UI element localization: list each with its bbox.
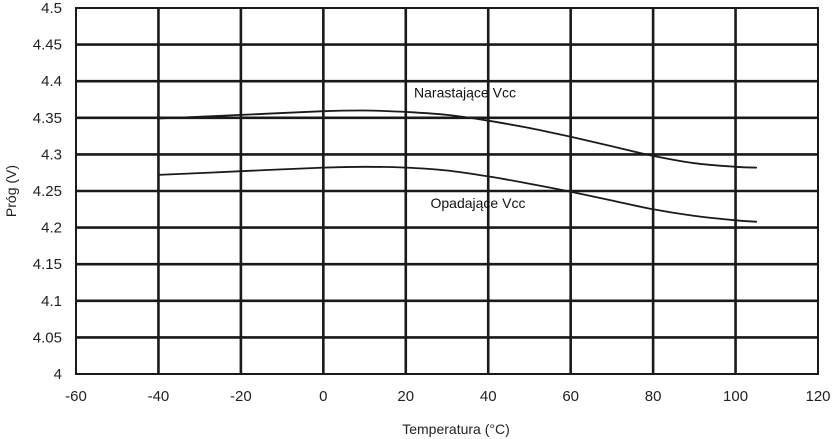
series-line-2 <box>157 165 758 223</box>
y-tick-label: 4.4 <box>41 73 62 90</box>
y-tick-label: 4.2 <box>41 220 62 237</box>
series-annotation-1: Narastające Vcc <box>414 84 516 100</box>
x-tick-label: 20 <box>397 388 414 405</box>
x-tick-label: -40 <box>148 388 170 405</box>
y-tick-label: 4.3 <box>41 146 62 163</box>
y-axis-tick-labels: 4 4.05 4.1 4.15 4.2 4.25 4.3 4.35 4.4 4.45 4.5 <box>33 0 62 383</box>
y-tick-label: 4.35 <box>33 110 62 127</box>
x-tick-label: 80 <box>645 388 662 405</box>
y-tick-label: 4.45 <box>33 37 62 54</box>
y-tick-label: 4.1 <box>41 293 62 310</box>
x-axis-title: Temperatura (°C) <box>402 421 510 437</box>
y-tick-label: 4.15 <box>33 256 62 273</box>
y-tick-label: 4.5 <box>41 0 62 17</box>
series-annotation-2: Opadające Vcc <box>431 195 526 211</box>
x-tick-label: 40 <box>480 388 497 405</box>
series-line-1 <box>157 109 758 169</box>
y-axis-title: Próg (V) <box>3 165 19 217</box>
y-tick-label: 4 <box>54 366 62 383</box>
x-tick-label: 120 <box>805 388 830 405</box>
x-tick-label: 60 <box>562 388 579 405</box>
x-tick-label: 0 <box>319 388 327 405</box>
x-tick-label: -20 <box>230 388 252 405</box>
y-tick-label: 4.25 <box>33 183 62 200</box>
x-tick-label: 100 <box>723 388 748 405</box>
plot-area-frame <box>75 7 819 375</box>
x-axis-tick-labels: -60 -40 -20 0 20 40 60 80 100 120 <box>65 388 830 405</box>
horizontal-gridlines <box>76 43 818 339</box>
x-tick-label: -60 <box>65 388 87 405</box>
series-annotations: Narastające Vcc Opadające Vcc <box>414 84 525 211</box>
y-tick-label: 4.05 <box>33 329 62 346</box>
data-series <box>157 109 758 223</box>
